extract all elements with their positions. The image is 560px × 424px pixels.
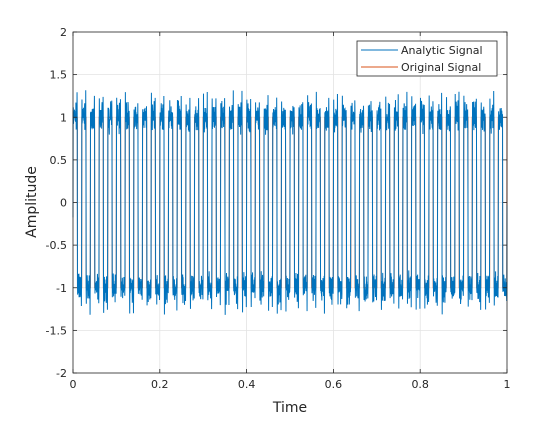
y-tick-label: 2 (60, 26, 67, 39)
y-tick-label: 1.5 (50, 69, 68, 82)
x-tick-label: 0.8 (411, 378, 429, 391)
x-axis-ticks: 0 0.2 0.4 0.6 0.8 1 (70, 32, 511, 391)
x-tick-label: 0.4 (238, 378, 256, 391)
legend-label-analytic-signal: Analytic Signal (401, 44, 483, 57)
legend-label-original-signal: Original Signal (401, 61, 481, 74)
x-axis-label: Time (272, 400, 307, 416)
series-layer (72, 90, 508, 315)
x-tick-label: 1 (504, 378, 511, 391)
y-axis-ticks: -2 -1.5 -1 -0.5 0 0.5 1 1.5 2 (46, 26, 507, 380)
y-tick-label: -1 (56, 282, 67, 295)
y-tick-label: -0.5 (46, 239, 67, 252)
x-tick-label: 0.2 (151, 378, 169, 391)
legend: Analytic Signal Original Signal (356, 40, 498, 77)
x-tick-label: 0 (70, 378, 77, 391)
y-tick-label: -2 (56, 367, 67, 380)
y-tick-label: 1 (60, 111, 67, 124)
legend-box (356, 40, 498, 77)
y-axis-label: Amplitude (24, 166, 40, 238)
y-tick-label: 0.5 (50, 154, 68, 167)
series-analytic-signal-line (72, 90, 508, 315)
x-tick-label: 0.6 (325, 378, 343, 391)
y-tick-label: -1.5 (46, 324, 67, 337)
y-tick-label: 0 (60, 197, 67, 210)
